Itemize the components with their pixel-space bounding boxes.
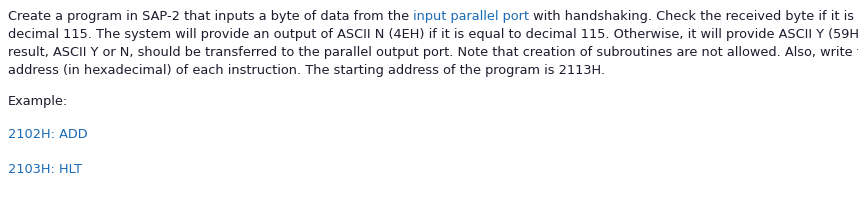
Text: decimal 115. The system will provide an output of ASCII N (4EH) if it is equal t: decimal 115. The system will provide an … <box>8 28 858 41</box>
Text: address (in hexadecimal) of each instruction. The starting address of the progra: address (in hexadecimal) of each instruc… <box>8 64 605 77</box>
Text: result, ASCII Y or N, should be transferred to the parallel output port. Note th: result, ASCII Y or N, should be transfer… <box>8 46 858 59</box>
Text: Example:: Example: <box>8 95 69 108</box>
Text: 2103H: HLT: 2103H: HLT <box>8 163 82 176</box>
Text: with handshaking. Check the received byte if it is equal to: with handshaking. Check the received byt… <box>529 10 858 23</box>
Text: input parallel port: input parallel port <box>414 10 529 23</box>
Text: 2102H: ADD: 2102H: ADD <box>8 128 88 141</box>
Text: Create a program in SAP-2 that inputs a byte of data from the: Create a program in SAP-2 that inputs a … <box>8 10 414 23</box>
